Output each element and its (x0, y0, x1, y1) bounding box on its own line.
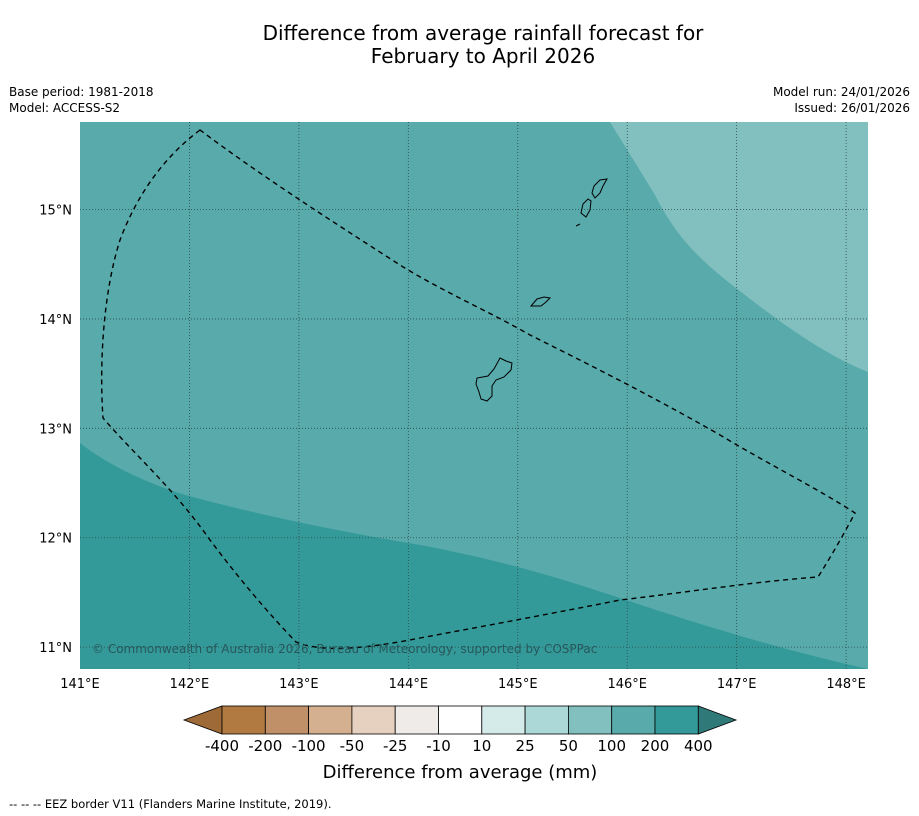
chart-title: Difference from average rainfall forecas… (0, 22, 919, 68)
longitude-tick-label: 142°E (170, 677, 210, 692)
issued-date: Issued: 26/01/2026 (794, 101, 910, 115)
colorbar-segment (438, 705, 483, 735)
longitude-tick-label: 143°E (279, 677, 319, 692)
islands (475, 178, 608, 402)
latitude-tick-label: 11°N (39, 641, 72, 656)
longitude-tick-label: 148°E (826, 677, 866, 692)
latitude-tick-label: 15°N (39, 204, 72, 219)
colorbar: -400 -200 -100 -50 -25 -10 10 25 50 100 200 400 (182, 705, 738, 755)
colorbar-segment (264, 705, 309, 735)
band-100-200 (80, 443, 868, 669)
longitude-labels: 141°E 142°E 143°E 144°E 145°E 146°E 147°E 148°E (60, 677, 866, 692)
title-line-1: Difference from average rainfall forecas… (262, 21, 704, 45)
longitude-tick-label: 141°E (60, 677, 100, 692)
colorbar-segment (568, 705, 613, 735)
colorbar-tick-label: -50 (340, 737, 365, 755)
colorbar-tick-label: -100 (292, 737, 326, 755)
latitude-tick-label: 14°N (39, 313, 72, 328)
colorbar-segment (221, 705, 266, 735)
colorbar-segment (481, 705, 526, 735)
colorbar-tick-label: 10 (472, 737, 491, 755)
longitude-tick-label: 147°E (717, 677, 757, 692)
band-25-50 (610, 122, 868, 372)
colorbar-tick-label: 400 (684, 737, 713, 755)
colorbar-segment (611, 705, 656, 735)
longitude-tick-label: 145°E (498, 677, 538, 692)
colorbar-title: Difference from average (mm) (323, 762, 598, 783)
latitude-labels: 15°N 14°N 13°N 12°N 11°N (39, 204, 72, 657)
copyright-notice: © Commonwealth of Australia 2026, Bureau… (92, 642, 597, 656)
model-run: Model run: 24/01/2026 (772, 85, 910, 99)
rainfall-field (80, 122, 868, 669)
colorbar-tick-label: 200 (641, 737, 670, 755)
latitude-tick-label: 12°N (39, 532, 72, 547)
colorbar-tick-label: -25 (383, 737, 408, 755)
island-saipan (591, 178, 608, 199)
colorbar-segment (308, 705, 353, 735)
eez-footnote: -- -- -- EEZ border V11 (Flanders Marine… (9, 797, 332, 811)
meta-left: Base period: 1981-2018 Model: ACCESS-S2 (9, 84, 154, 116)
colorbar-tick-label: -200 (248, 737, 282, 755)
colorbar-max-extension (697, 705, 738, 735)
colorbar-segment (351, 705, 396, 735)
model-name: Model: ACCESS-S2 (9, 101, 121, 115)
colorbar-segment (524, 705, 569, 735)
latitude-tick-label: 13°N (39, 422, 72, 437)
eez-border (100, 129, 856, 650)
colorbar-tick-label: 100 (597, 737, 626, 755)
colorbar-tick-label: 50 (559, 737, 578, 755)
island-guam (475, 357, 513, 402)
graticule (80, 122, 868, 669)
colorbar-tick-label: -10 (426, 737, 451, 755)
colorbar-min-extension (182, 705, 223, 735)
colorbar-segment (394, 705, 439, 735)
island-rota (529, 296, 552, 307)
colorbar-tick-label: 25 (516, 737, 535, 755)
island-tinian (580, 198, 592, 218)
longitude-tick-label: 144°E (389, 677, 429, 692)
longitude-tick-label: 146°E (607, 677, 647, 692)
base-period: Base period: 1981-2018 (9, 85, 154, 99)
colorbar-segment (654, 705, 699, 735)
meta-right: Model run: 24/01/2026 Issued: 26/01/2026 (773, 84, 910, 116)
title-line-2: February to April 2026 (370, 44, 596, 68)
colorbar-tick-label: -400 (205, 737, 239, 755)
island-aguijan (575, 223, 581, 227)
